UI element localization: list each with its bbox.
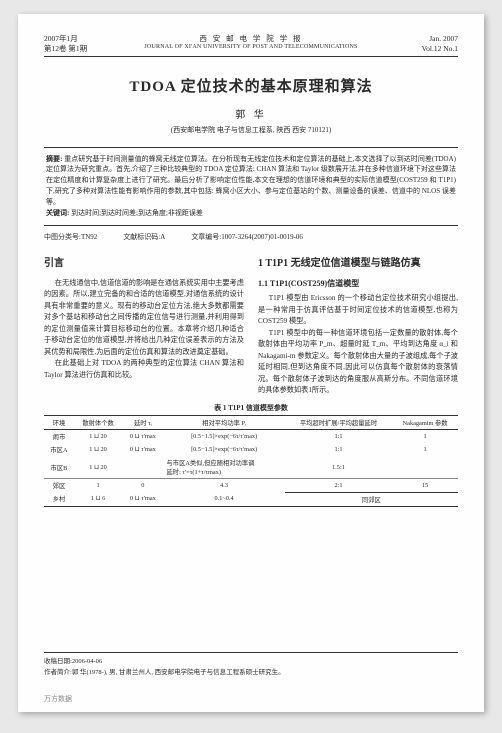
cell: 1 [392, 430, 458, 444]
cell [392, 456, 458, 479]
keywords-line: 关键词: 到达时间;到达时间差;到达角度;非视距误差 [46, 208, 456, 219]
clc: 中图分类号:TN92 [44, 232, 97, 242]
cell: 1 ⊔ 20 [74, 430, 122, 444]
article-no: 文章编号:1007-3264(2007)01-0019-06 [191, 232, 303, 242]
affiliation: (西安邮电学院 电子与信息工程系, 陕西 西安 710121) [44, 125, 458, 135]
sec1-para-2: T1P1 模型中的每一种信道环境包括一定数量的散射体,每个散射体由平均功率 P_… [258, 328, 458, 397]
footer-block: 收稿日期:2006-04-06 作者简介:郭 华(1978-), 男, 甘肃兰州… [44, 652, 458, 678]
clc-value: TN92 [81, 233, 97, 241]
table-1-caption: 表 1 T1P1 信道模型参数 [44, 403, 458, 413]
cell: 0 ⊔ τ′max [122, 430, 163, 444]
table-body: 闹市 1 ⊔ 20 0 ⊔ τ′max [0.5−1.5]×exp(−6τ/τ′… [44, 430, 458, 507]
table-1: 环境 散射体个数 延时 τᵢ 相对平均功率 Pᵢ 平均超时扩展/平均超量延时 N… [44, 415, 458, 507]
received-label: 收稿日期: [44, 658, 72, 665]
journal-name-en: JOURNAL OF XI'AN UNIVERSITY OF POST AND … [124, 44, 378, 52]
issue-date-cn: 2007年1月 [44, 34, 124, 44]
clc-label: 中图分类号: [44, 233, 81, 241]
bio-label: 作者简介: [44, 669, 72, 676]
abstract-label: 摘要: [46, 155, 62, 163]
cell: 1 [392, 443, 458, 456]
watermark-text: 万方数据 [44, 694, 72, 704]
sec1-para-1: T1P1 模型由 Ericsson 的一个移动台定位技术研究小组提出,是一种常用… [258, 293, 458, 328]
table-row: 闹市 1 ⊔ 20 0 ⊔ τ′max [0.5−1.5]×exp(−6τ/τ′… [44, 430, 458, 444]
doc-code: 文献标识码:A [123, 232, 165, 242]
col-spread: 平均超时扩展/平均超量延时 [285, 416, 392, 430]
header-right: Jan. 2007 Vol.12 No.1 [378, 34, 458, 54]
cell: 0 ⊔ τ′max [122, 443, 163, 456]
volume-issue-cn: 第12卷 第1期 [44, 44, 124, 54]
bio-text: 郭 华(1978-), 男, 甘肃兰州人, 西安邮电学院电子与信息工程系硕士研究… [72, 669, 285, 676]
cell: 0.1~0.4 [163, 492, 284, 506]
keywords-label: 关键词: [46, 209, 69, 217]
table-row: 郊区 1 0 4.3 2:1 15 [44, 479, 458, 493]
page: 2007年1月 第12卷 第1期 西 安 邮 电 学 院 学 报 JOURNAL… [18, 14, 484, 712]
cell: 乡村 [44, 492, 74, 506]
received-date-line: 收稿日期:2006-04-06 [44, 657, 458, 667]
article-no-value: 1007-3264(2007)01-0019-06 [221, 233, 303, 241]
section-1-heading: 1 T1P1 无线定位信道模型与链路仿真 [258, 256, 458, 272]
cell: 1 ⊔ 20 [74, 443, 122, 456]
running-header: 2007年1月 第12卷 第1期 西 安 邮 电 学 院 学 报 JOURNAL… [44, 34, 458, 57]
left-column: 引言 在无线通信中,信道信道的影响是在通信系统实用中主要考虑的因素。所以,建立完… [44, 256, 244, 397]
header-center: 西 安 邮 电 学 院 学 报 JOURNAL OF XI'AN UNIVERS… [124, 34, 378, 54]
abstract-block: 摘要: 重点研究基于时间测量值的蜂窝无线定位算法。在分析现有无线定位技术和定位算… [44, 147, 458, 226]
header-left: 2007年1月 第12卷 第1期 [44, 34, 124, 54]
article-title: TDOA 定位技术的基本原理和算法 [44, 75, 458, 96]
table-row: 乡村 1 ⊔ 6 0 ⊔ τ′max 0.1~0.4 同郊区 [44, 492, 458, 506]
table-row: 市区A 1 ⊔ 20 0 ⊔ τ′max [0.5−1.5]×exp(−6τ/τ… [44, 443, 458, 456]
cell: 1 ⊔ 20 [74, 456, 122, 479]
cell: 郊区 [44, 479, 74, 493]
doc-code-label: 文献标识码: [123, 233, 160, 241]
cell: 2:1 [285, 479, 392, 493]
col-env: 环境 [44, 416, 74, 430]
cell [122, 456, 163, 479]
classification-line: 中图分类号:TN92 文献标识码:A 文章编号:1007-3264(2007)0… [44, 232, 458, 242]
two-column-body: 引言 在无线通信中,信道信道的影响是在通信系统实用中主要考虑的因素。所以,建立完… [44, 256, 458, 397]
right-column: 1 T1P1 无线定位信道模型与链路仿真 1.1 T1P1(COST259)信道… [258, 256, 458, 397]
cell: 1 ⊔ 6 [74, 492, 122, 506]
cell: 1.5:1 [285, 456, 392, 479]
abstract-text: 摘要: 重点研究基于时间测量值的蜂窝无线定位算法。在分析现有无线定位技术和定位算… [46, 154, 456, 208]
journal-name-cn: 西 安 邮 电 学 院 学 报 [124, 34, 378, 44]
author-name: 郭 华 [44, 106, 458, 121]
cell: 与市区A类似,但应随相对功率调 延时: τ′=τ(1+τ/τmax) [163, 456, 284, 479]
cell: 1:1 [285, 443, 392, 456]
col-power: 相对平均功率 Pᵢ [163, 416, 284, 430]
author-bio-line: 作者简介:郭 华(1978-), 男, 甘肃兰州人, 西安邮电学院电子与信息工程… [44, 668, 458, 678]
cell: 0 ⊔ τ′max [122, 492, 163, 506]
cell: 闹市 [44, 430, 74, 444]
cell-same-region: 同郊区 [285, 492, 458, 506]
intro-para-1: 在无线通信中,信道信道的影响是在通信系统实用中主要考虑的因素。所以,建立完备的和… [44, 278, 244, 359]
col-count: 散射体个数 [74, 416, 122, 430]
keywords-text: 到达时间;到达时间差;到达角度;非视距误差 [71, 209, 203, 217]
cell: 市区A [44, 443, 74, 456]
cell: 4.3 [163, 479, 284, 493]
doc-code-value: A [160, 233, 165, 241]
table-header-row: 环境 散射体个数 延时 τᵢ 相对平均功率 Pᵢ 平均超时扩展/平均超量延时 N… [44, 416, 458, 430]
cell: [0.5−1.5]×exp(−6τ/τ′max) [163, 430, 284, 444]
issue-date-en: Jan. 2007 [378, 34, 458, 44]
article-no-label: 文章编号: [191, 233, 221, 241]
abstract-body: 重点研究基于时间测量值的蜂窝无线定位算法。在分析现有无线定位技术和定位算法的基础… [46, 155, 456, 206]
received-date: 2006-04-06 [72, 658, 102, 665]
table-row: 市区B 1 ⊔ 20 与市区A类似,但应随相对功率调 延时: τ′=τ(1+τ/… [44, 456, 458, 479]
cell: 15 [392, 479, 458, 493]
cell: 1:1 [285, 430, 392, 444]
cell: 1 [74, 479, 122, 493]
col-delay: 延时 τᵢ [122, 416, 163, 430]
col-nakagami: Nakagamim 参数 [392, 416, 458, 430]
subsection-1-1-heading: 1.1 T1P1(COST259)信道模型 [258, 278, 458, 291]
intro-para-2: 在此基础上对 TDOA 的两种典型的定位算法 CHAN 算法和 Taylor 算… [44, 358, 244, 381]
cell: 0 [122, 479, 163, 493]
section-intro-heading: 引言 [44, 256, 244, 272]
volume-issue-en: Vol.12 No.1 [378, 44, 458, 54]
cell: [0.5−1.5]×exp(−6τ/τ′max) [163, 443, 284, 456]
cell: 市区B [44, 456, 74, 479]
